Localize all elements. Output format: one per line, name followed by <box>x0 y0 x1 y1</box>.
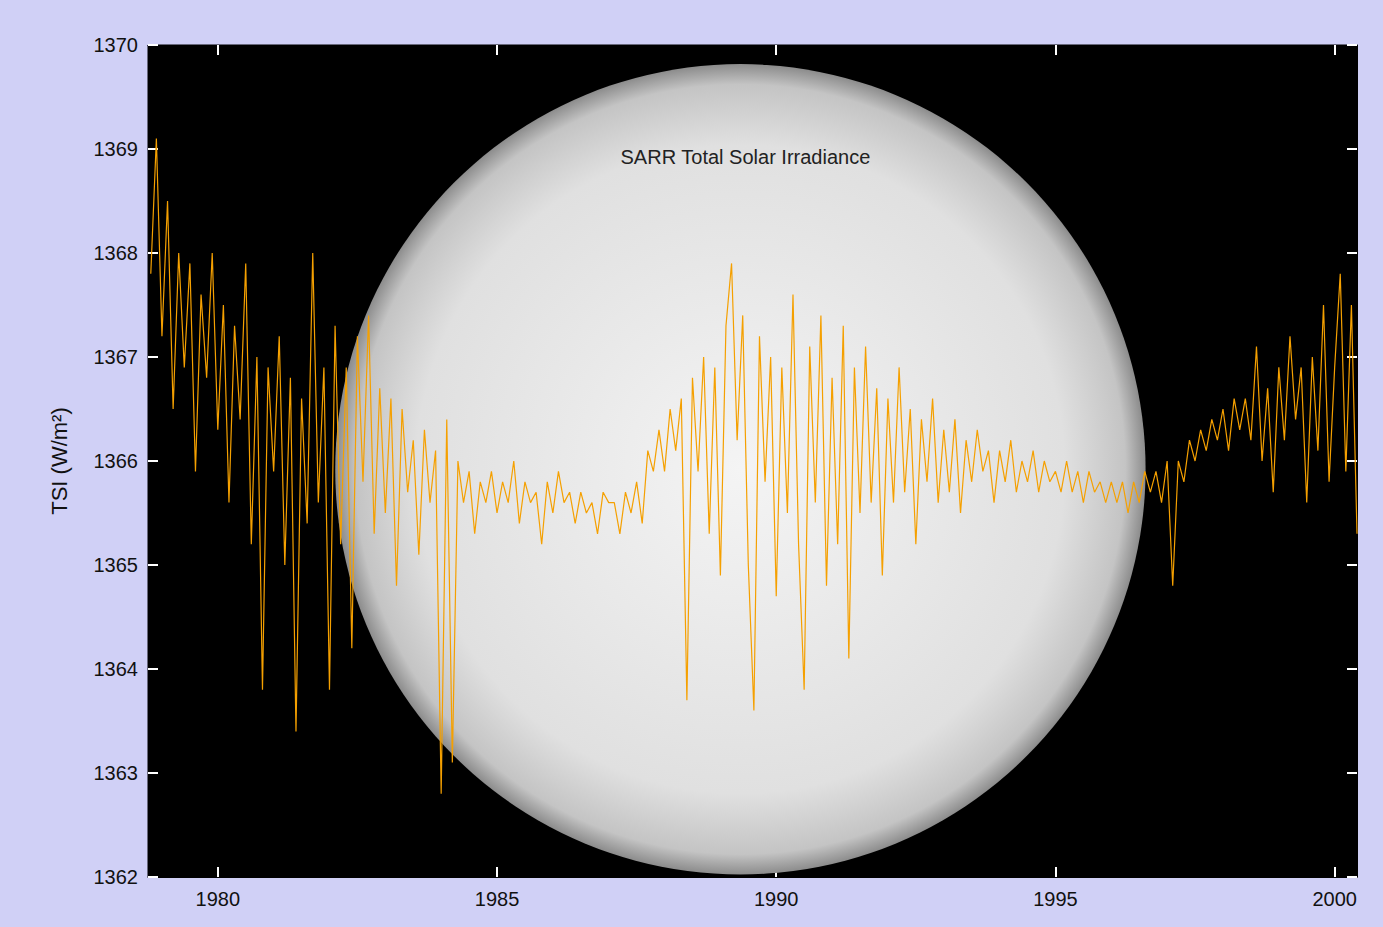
svg-text:1364: 1364 <box>94 658 139 680</box>
svg-text:1980: 1980 <box>196 888 241 910</box>
svg-text:1366: 1366 <box>94 450 139 472</box>
svg-text:1369: 1369 <box>94 138 139 160</box>
svg-text:1995: 1995 <box>1033 888 1078 910</box>
svg-text:1985: 1985 <box>475 888 520 910</box>
svg-text:1370: 1370 <box>94 34 139 56</box>
svg-text:2000: 2000 <box>1312 888 1357 910</box>
svg-text:1365: 1365 <box>94 554 139 576</box>
svg-text:SARR Total Solar Irradiance: SARR Total Solar Irradiance <box>621 146 871 168</box>
svg-text:1362: 1362 <box>94 866 139 888</box>
svg-text:1990: 1990 <box>754 888 799 910</box>
svg-text:TSI (W/m²): TSI (W/m²) <box>47 407 72 515</box>
svg-text:1367: 1367 <box>94 346 139 368</box>
svg-text:1368: 1368 <box>94 242 139 264</box>
svg-text:1363: 1363 <box>94 762 139 784</box>
